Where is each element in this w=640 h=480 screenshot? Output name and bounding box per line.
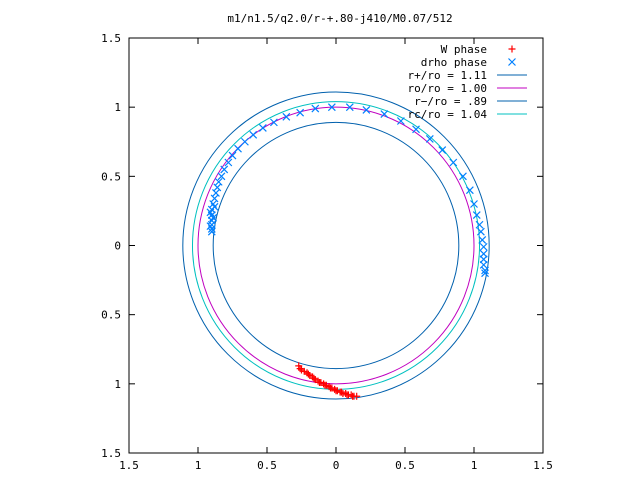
drho-phase-point	[380, 110, 389, 119]
drho-phase-point	[228, 151, 237, 160]
drho-phase-point	[311, 104, 320, 113]
drho-phase-point	[396, 117, 405, 125]
drho-phase-point	[214, 177, 223, 186]
x-tick-label: 1.5	[119, 459, 139, 472]
y-tick-label: 1.5	[101, 32, 121, 45]
drho-phase-point	[412, 125, 420, 134]
drho-phase-point	[220, 165, 229, 174]
w-phase-point	[310, 374, 318, 382]
legend-label: drho phase	[421, 56, 487, 69]
chart-title: m1/n1.5/q2.0/r-+.80-j410/M0.07/512	[227, 12, 452, 25]
drho-phase-point	[206, 208, 215, 217]
circle-r	[182, 91, 490, 400]
y-tick-label: 1	[114, 378, 121, 391]
y-tick-label: 0	[114, 240, 121, 253]
y-tick-label: 1.5	[101, 447, 121, 460]
circle-rc	[191, 101, 481, 390]
legend-label: r−/ro = .89	[414, 95, 487, 108]
legend-label: ro/ro = 1.00	[408, 82, 487, 95]
circle-r	[212, 121, 460, 370]
drho-phase-point	[470, 200, 478, 208]
x-tick-label: 0.5	[395, 459, 415, 472]
drho-phase-point	[258, 123, 267, 132]
drho-phase-point	[438, 146, 447, 154]
w-phase-point	[326, 384, 334, 392]
drho-phase-point	[234, 144, 242, 153]
w-phase-point	[343, 391, 351, 399]
drho-phase-point	[206, 222, 215, 231]
x-tick-label: 0	[333, 459, 340, 472]
drho-phase-point	[296, 108, 305, 117]
drho-phase-point	[217, 172, 226, 181]
drho-phase-point	[449, 158, 458, 167]
drho-phase-point	[224, 158, 233, 167]
w-phase-point	[349, 392, 357, 400]
drho-phase-point	[472, 211, 481, 219]
legend-label: r+/ro = 1.11	[408, 69, 487, 82]
x-tick-label: 1	[195, 459, 202, 472]
drho-phase-point	[479, 242, 488, 251]
data-points	[206, 103, 489, 400]
reference-circles	[182, 91, 490, 400]
w-phase-point	[304, 370, 312, 378]
w-phase-point	[315, 378, 323, 386]
w-phase-point	[296, 365, 304, 373]
drho-phase-point	[459, 172, 467, 181]
x-tick-label: 0.5	[257, 459, 277, 472]
circle-ro	[197, 106, 475, 385]
drho-phase-point	[479, 255, 488, 264]
legend-marker-sample	[508, 58, 516, 66]
drho-phase-point	[425, 135, 434, 143]
drho-phase-point	[282, 112, 291, 121]
y-tick-label: 1	[114, 101, 121, 114]
drho-phase-point	[479, 249, 488, 258]
drho-phase-point	[345, 103, 354, 112]
w-phase-point	[332, 387, 340, 395]
drho-phase-point	[210, 202, 219, 211]
x-tick-label: 1.5	[533, 459, 553, 472]
drho-phase-point	[249, 130, 258, 139]
legend-label: rc/ro = 1.04	[408, 108, 488, 121]
y-tick-label: 0.5	[101, 309, 121, 322]
drho-phase-point	[327, 103, 336, 112]
drho-phase-point	[475, 220, 484, 229]
drho-phase-point	[476, 227, 485, 236]
x-tick-label: 1	[471, 459, 478, 472]
w-phase-point	[321, 381, 329, 389]
legend-marker-sample	[508, 45, 516, 53]
drho-phase-point	[481, 266, 489, 275]
drho-phase-point	[269, 118, 278, 127]
y-tick-label: 0.5	[101, 170, 121, 183]
legend-label: W phase	[441, 43, 487, 56]
axis-ticks: 1.5 1 0.5 0 0.5 1 1.51.510.500.511.5	[101, 32, 553, 472]
drho-phase-point	[240, 137, 249, 146]
drho-phase-point	[481, 269, 489, 278]
drho-phase-point	[362, 106, 371, 114]
w-phase-point	[338, 388, 346, 396]
drho-phase-point	[209, 213, 218, 222]
drho-phase-point	[465, 186, 474, 195]
drho-phase-point	[478, 236, 487, 244]
